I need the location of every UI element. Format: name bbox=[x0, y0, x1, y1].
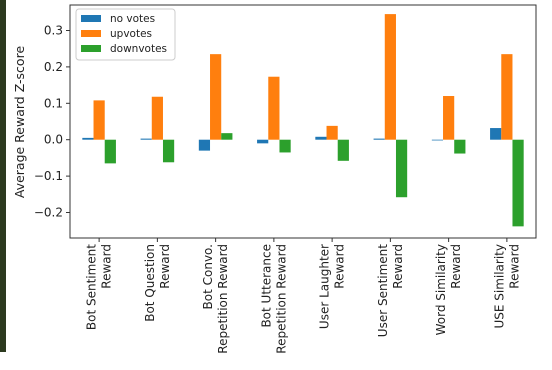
legend-label: no votes bbox=[110, 13, 155, 25]
bars bbox=[82, 14, 524, 227]
x-tick-label: USE Similarity bbox=[492, 244, 506, 329]
bar-downvotes-1 bbox=[162, 139, 175, 163]
bar-upvotes-1 bbox=[151, 96, 163, 140]
x-tick-label: Reward bbox=[391, 244, 405, 289]
x-tick-label: Repetition Reward bbox=[274, 244, 288, 354]
legend-label: downvotes bbox=[110, 43, 167, 55]
legend-swatch bbox=[81, 15, 101, 22]
bar-downvotes-7 bbox=[512, 139, 524, 227]
y-tick-label: 0.2 bbox=[44, 60, 63, 74]
y-tick-label: −0.1 bbox=[34, 169, 63, 183]
bar-upvotes-4 bbox=[326, 125, 338, 140]
y-tick-label: 0.3 bbox=[44, 23, 63, 37]
bar-no-votes-6 bbox=[431, 139, 444, 141]
x-tick-label: Reward bbox=[158, 244, 172, 289]
bar-no-votes-3 bbox=[257, 139, 269, 144]
x-tick-label: Bot Utterance bbox=[259, 244, 273, 328]
x-tick-label: Reward bbox=[449, 244, 463, 289]
x-tick-label: Bot Convo. bbox=[201, 244, 215, 309]
bar-no-votes-1 bbox=[140, 138, 152, 140]
bar-upvotes-6 bbox=[443, 96, 455, 140]
bar-downvotes-0 bbox=[104, 139, 116, 164]
bar-no-votes-7 bbox=[490, 128, 502, 140]
bar-no-votes-5 bbox=[373, 138, 385, 140]
bar-no-votes-2 bbox=[198, 139, 211, 151]
bar-upvotes-7 bbox=[501, 54, 513, 140]
x-tick-label: Reward bbox=[333, 244, 347, 289]
x-tick-label: Word Similarity bbox=[434, 244, 448, 335]
bar-no-votes-4 bbox=[315, 136, 327, 140]
y-tick-label: 0.1 bbox=[44, 96, 63, 110]
plot-frame bbox=[69, 4, 537, 239]
x-tick-label: Reward bbox=[507, 244, 521, 289]
y-axis-title: Average Reward Z-score bbox=[12, 46, 27, 199]
y-axis-ticks: −0.2 −0.1 0.0 0.1 0.2 0.3 bbox=[34, 23, 70, 220]
bar-no-votes-0 bbox=[82, 137, 94, 140]
bar-upvotes-0 bbox=[93, 100, 105, 140]
legend: no votes upvotes downvotes bbox=[75, 8, 176, 61]
bar-upvotes-3 bbox=[268, 76, 280, 140]
bar-downvotes-4 bbox=[337, 139, 349, 161]
x-tick-label: Repetition Reward bbox=[216, 244, 230, 354]
x-tick-label: User Sentiment bbox=[376, 244, 390, 337]
left-edge-strip bbox=[0, 0, 6, 352]
y-tick-label: 0.0 bbox=[44, 133, 63, 147]
bar-downvotes-6 bbox=[454, 139, 466, 154]
x-tick-label: Bot Sentiment bbox=[85, 244, 99, 330]
bar-upvotes-5 bbox=[384, 14, 396, 140]
legend-label: upvotes bbox=[110, 28, 152, 40]
bar-downvotes-3 bbox=[279, 139, 291, 153]
y-tick-label: −0.2 bbox=[34, 206, 63, 220]
x-axis-ticks: Bot Sentiment Reward Bot Question Reward Bot… bbox=[85, 238, 521, 354]
bar-upvotes-2 bbox=[210, 54, 222, 140]
x-tick-label: Bot Question bbox=[143, 244, 157, 322]
legend-swatch bbox=[81, 45, 101, 52]
legend-swatch bbox=[81, 30, 101, 37]
x-tick-label: User Laughter bbox=[318, 244, 332, 329]
bar-downvotes-2 bbox=[221, 133, 233, 140]
x-tick-label: Reward bbox=[100, 244, 114, 289]
bar-downvotes-5 bbox=[395, 139, 408, 198]
